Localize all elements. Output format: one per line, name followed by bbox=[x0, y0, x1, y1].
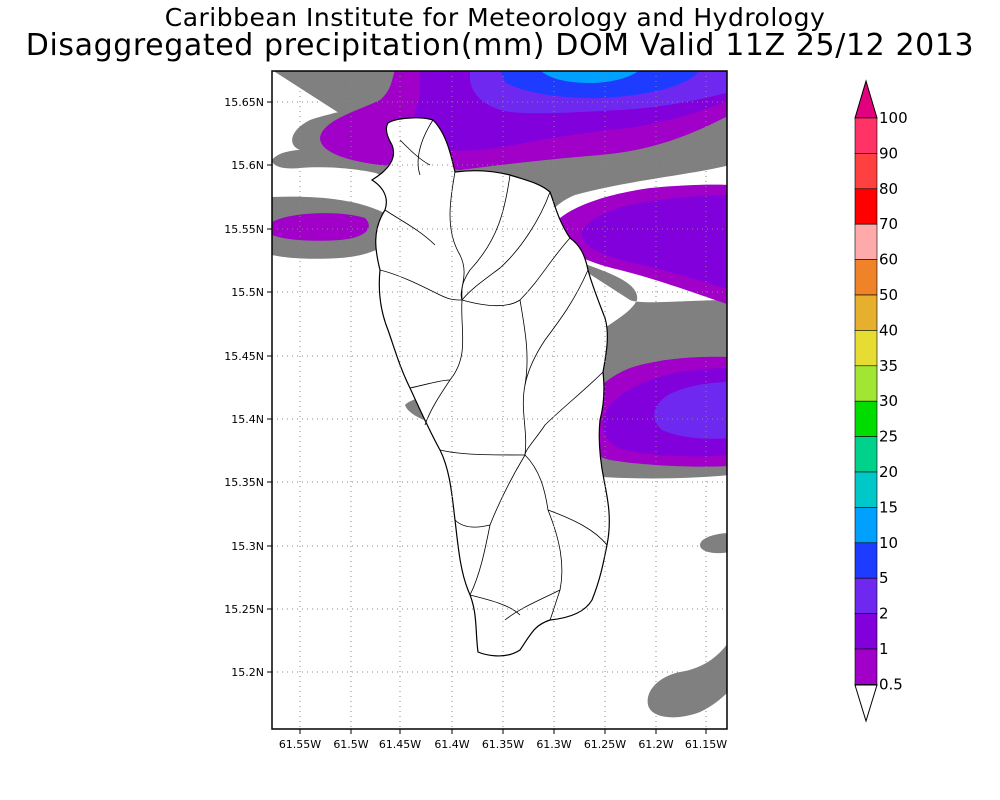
colorbar-cell bbox=[854, 400, 878, 437]
colorbar-label: 30 bbox=[879, 392, 898, 410]
title-line-2: Disaggregated precipitation(mm) DOM Vali… bbox=[25, 28, 975, 63]
colorbar-cell bbox=[854, 294, 878, 331]
lon-label: 61.45W bbox=[379, 738, 421, 751]
lat-label: 15.2N bbox=[231, 666, 264, 679]
colorbar-cell bbox=[854, 577, 878, 614]
colorbar-label: 90 bbox=[879, 144, 898, 162]
colorbar-label: 40 bbox=[879, 321, 898, 339]
map-grid bbox=[272, 71, 727, 729]
colorbar-bottom-arrow bbox=[854, 684, 878, 723]
latitude-labels: 15.65N 15.6N 15.55N 15.5N 15.45N 15.4N 1… bbox=[224, 96, 264, 679]
precipitation-field bbox=[272, 71, 727, 718]
colorbar-label: 2 bbox=[879, 605, 889, 623]
lon-label: 61.35W bbox=[482, 738, 524, 751]
lon-label: 61.2W bbox=[638, 738, 673, 751]
colorbar-cell bbox=[854, 542, 878, 579]
lon-label: 61.55W bbox=[279, 738, 321, 751]
colorbar-cell bbox=[854, 507, 878, 544]
colorbar-label: 60 bbox=[879, 251, 898, 269]
colorbar: 100 90 80 70 60 50 40 35 30 25 20 15 10 5 2 1 0.5 bbox=[854, 79, 908, 723]
colorbar-cell bbox=[854, 188, 878, 225]
colorbar-label: 0.5 bbox=[879, 675, 903, 693]
colorbar-cell bbox=[854, 471, 878, 508]
map-frame bbox=[271, 70, 728, 730]
lat-label: 15.5N bbox=[231, 286, 264, 299]
colorbar-label: 70 bbox=[879, 215, 898, 233]
axis-ticks bbox=[267, 101, 707, 734]
title-line-1: Caribbean Institute for Meteorology and … bbox=[164, 3, 826, 32]
colorbar-label: 5 bbox=[879, 569, 889, 587]
colorbar-cell bbox=[854, 436, 878, 473]
colorbar-cell bbox=[854, 259, 878, 296]
colorbar-cell bbox=[854, 365, 878, 402]
colorbar-label: 1 bbox=[879, 640, 889, 658]
lat-label: 15.45N bbox=[224, 350, 264, 363]
lon-label: 61.3W bbox=[536, 738, 571, 751]
precip-band-15 bbox=[541, 71, 639, 83]
lat-label: 15.4N bbox=[231, 413, 264, 426]
colorbar-cell bbox=[854, 153, 878, 190]
longitude-labels: 61.55W 61.5W 61.45W 61.4W 61.35W 61.3W 6… bbox=[279, 738, 727, 751]
lat-label: 15.65N bbox=[224, 96, 264, 109]
lat-label: 15.55N bbox=[224, 223, 264, 236]
colorbar-label: 100 bbox=[879, 109, 908, 127]
lat-label: 15.6N bbox=[231, 159, 264, 172]
colorbar-cell bbox=[854, 613, 878, 650]
dominica-island bbox=[370, 117, 610, 657]
colorbar-cell bbox=[854, 330, 878, 367]
colorbar-cell bbox=[854, 223, 878, 260]
colorbar-label: 80 bbox=[879, 180, 898, 198]
lon-label: 61.4W bbox=[434, 738, 469, 751]
colorbar-cell bbox=[854, 117, 878, 154]
precip-band-10 bbox=[500, 71, 700, 99]
colorbar-label: 15 bbox=[879, 498, 898, 516]
colorbar-label: 25 bbox=[879, 428, 898, 446]
colorbar-label: 50 bbox=[879, 286, 898, 304]
colorbar-label: 10 bbox=[879, 534, 898, 552]
lon-label: 61.15W bbox=[685, 738, 727, 751]
lon-label: 61.5W bbox=[333, 738, 368, 751]
lat-label: 15.3N bbox=[231, 540, 264, 553]
colorbar-cell bbox=[854, 648, 878, 685]
lon-label: 61.25W bbox=[584, 738, 626, 751]
lat-label: 15.35N bbox=[224, 476, 264, 489]
lat-label: 15.25N bbox=[224, 603, 264, 616]
colorbar-label: 35 bbox=[879, 357, 898, 375]
colorbar-top-arrow bbox=[854, 79, 878, 119]
colorbar-label: 20 bbox=[879, 463, 898, 481]
